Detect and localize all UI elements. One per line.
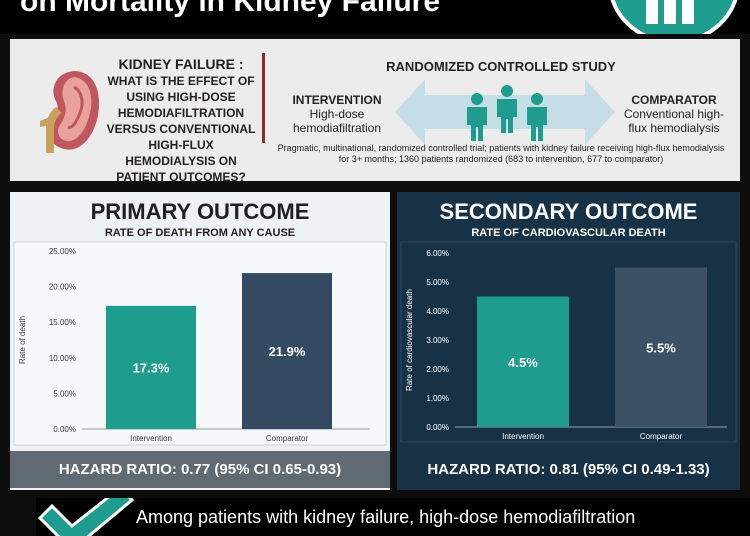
primary-hazard-ratio: HAZARD RATIO: 0.77 (95% CI 0.65-0.93) (10, 451, 390, 488)
y-tick-label: 15.00% (49, 318, 76, 327)
y-tick-label: 5.00% (426, 278, 449, 287)
secondary-bar-chart: 0.00% 1.00% 2.00% 3.00% 4.00% 5.00% 6.00% Rate … (400, 241, 737, 443)
y-tick-label: 20.00% (49, 283, 76, 292)
bar-comparator (242, 273, 332, 429)
conclusion-text: Among patients with kidney failure, high… (136, 507, 636, 527)
y-tick-label: 10.00% (49, 354, 76, 363)
study-title: RANDOMIZED CONTROLLED STUDY (386, 59, 616, 74)
people-icon (467, 85, 547, 141)
bar-intervention (106, 305, 196, 429)
page-title: on Mortality in Kidney Failure (20, 0, 441, 18)
secondary-subtitle: RATE OF CARDIOVASCULAR DEATH (471, 227, 666, 239)
kidney-icon (40, 71, 100, 153)
y-tick-label: 4.00% (426, 307, 449, 316)
question-title: KIDNEY FAILURE : (118, 56, 244, 72)
intervention-label: INTERVENTION (292, 93, 382, 107)
comparator-label: COMPARATOR (631, 93, 717, 107)
bar-value-label: 17.3% (133, 360, 170, 375)
x-tick-label: Intervention (130, 434, 172, 443)
intervention-desc: High-dose hemodiafiltration (292, 107, 382, 135)
secondary-title: SECONDARY OUTCOME (439, 199, 698, 224)
study-summary-panel: KIDNEY FAILURE : WHAT IS THE EFFECT OF U… (10, 39, 740, 184)
comparator-block: COMPARATOR Conventional high-flux hemodi… (618, 93, 730, 135)
primary-subtitle: RATE OF DEATH FROM ANY CAUSE (104, 227, 296, 239)
study-note: Pragmatic, multinational, randomized con… (277, 143, 725, 164)
secondary-hazard-ratio: HAZARD RATIO: 0.81 (95% CI 0.49-1.33) (397, 451, 740, 488)
double-arrow-icon (395, 79, 615, 145)
bar-comparator (615, 267, 707, 427)
y-tick-label: 0.00% (426, 423, 449, 432)
y-tick-label: 25.00% (49, 247, 76, 256)
research-question: KIDNEY FAILURE : WHAT IS THE EFFECT OF U… (102, 55, 260, 185)
question-body: WHAT IS THE EFFECT OF USING HIGH-DOSE HE… (106, 74, 256, 184)
conclusion-bar: Among patients with kidney failure, high… (36, 498, 750, 536)
secondary-outcome-panel: SECONDARY OUTCOME RATE OF CARDIOVASCULAR… (397, 192, 740, 490)
y-tick-label: 3.00% (426, 336, 449, 345)
x-tick-label: Intervention (502, 432, 544, 441)
bar-intervention (477, 296, 569, 427)
y-tick-label: 2.00% (426, 365, 449, 374)
y-tick-label: 6.00% (426, 249, 449, 258)
primary-bar-chart: 0.00% 5.00% 10.00% 15.00% 20.00% 25.00% Rate o… (13, 241, 387, 446)
title-strip: on Mortality in Kidney Failure (0, 0, 750, 34)
bar-value-label: 4.5% (508, 355, 538, 370)
divider (262, 53, 265, 143)
y-tick-label: 0.00% (53, 425, 76, 434)
y-tick-label: 5.00% (53, 389, 76, 398)
logo-icon (608, 0, 740, 34)
y-tick-label: 1.00% (426, 394, 449, 403)
primary-outcome-panel: PRIMARY OUTCOME RATE OF DEATH FROM ANY C… (10, 192, 390, 490)
intervention-block: INTERVENTION High-dose hemodiafiltration (282, 93, 392, 135)
x-tick-label: Comparator (266, 434, 309, 443)
bar-value-label: 5.5% (646, 340, 676, 355)
y-axis-label: Rate of death (18, 316, 27, 364)
checkmark-icon (36, 498, 136, 536)
comparator-desc: Conventional high-flux hemodialysis (623, 107, 725, 135)
primary-title: PRIMARY OUTCOME (90, 199, 310, 224)
x-tick-label: Comparator (640, 432, 683, 441)
y-axis-label: Rate of cardiovascular death (405, 289, 414, 391)
bar-value-label: 21.9% (269, 344, 306, 359)
